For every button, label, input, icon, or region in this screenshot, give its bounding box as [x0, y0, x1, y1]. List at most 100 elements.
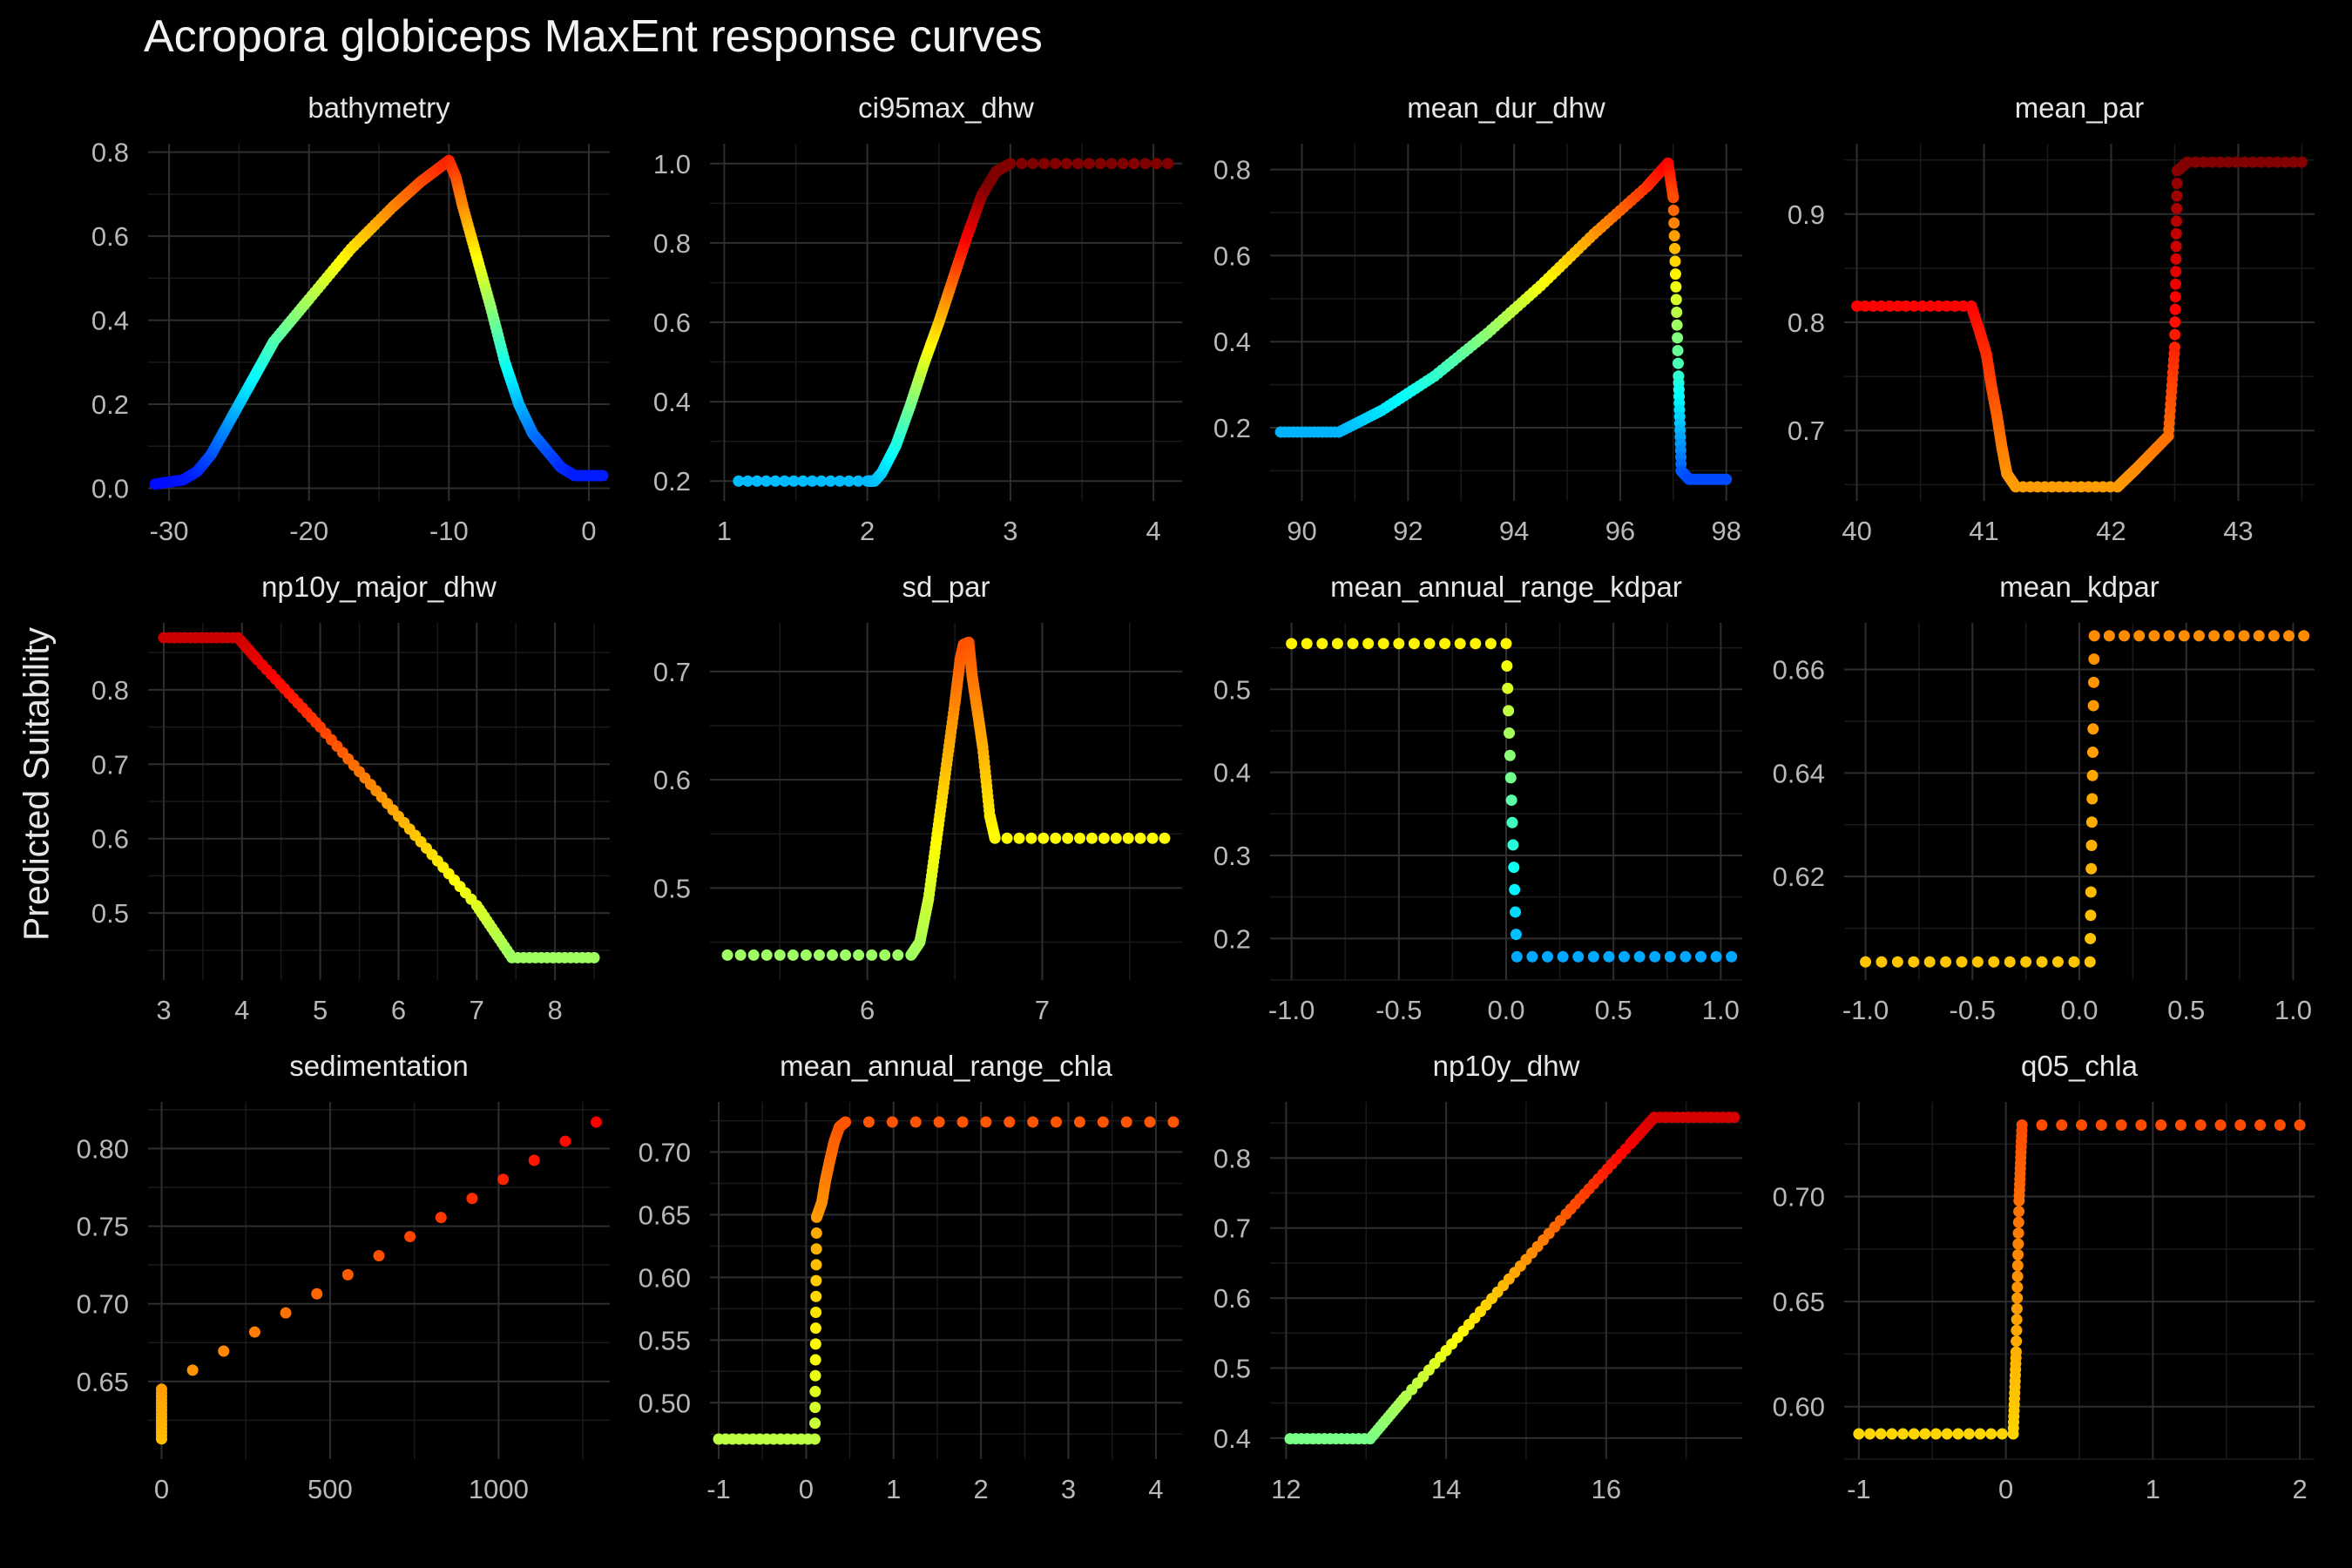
data-point — [1502, 682, 1514, 694]
x-tick-label: 0 — [581, 516, 596, 546]
data-point — [1508, 862, 1520, 874]
data-point — [1122, 832, 1134, 844]
data-point — [751, 475, 763, 487]
data-point — [2230, 156, 2242, 168]
data-point — [2263, 156, 2275, 168]
data-point — [843, 475, 855, 487]
data-point — [2178, 630, 2190, 642]
data-point — [2274, 1119, 2286, 1132]
data-point — [1924, 300, 1936, 312]
data-point — [1503, 705, 1515, 717]
data-point — [2133, 630, 2146, 642]
data-point — [797, 475, 809, 487]
data-point — [866, 949, 878, 961]
panel-title: ci95max_dhw — [858, 91, 1034, 124]
y-tick-label: 0.65 — [77, 1367, 129, 1397]
y-tick-label: 0.62 — [1773, 862, 1825, 892]
data-point — [1853, 1428, 1865, 1440]
y-tick-label: 0.7 — [1213, 1213, 1251, 1244]
x-tick-label: 1.0 — [2274, 995, 2312, 1025]
data-point — [1331, 638, 1343, 650]
data-point — [2036, 956, 2048, 968]
x-tick-label: -10 — [429, 516, 469, 546]
x-tick-label: -0.5 — [1375, 995, 1422, 1025]
data-point — [809, 1417, 821, 1429]
data-point — [2214, 1119, 2227, 1132]
x-tick-label: 94 — [1499, 516, 1529, 546]
data-point — [1919, 1428, 1931, 1440]
data-point — [989, 832, 1001, 844]
data-point — [1941, 300, 1953, 312]
data-point — [1940, 956, 1952, 968]
data-point — [815, 475, 828, 487]
data-point — [1037, 832, 1050, 844]
data-point — [779, 475, 791, 487]
data-point — [2011, 1292, 2024, 1304]
data-point — [1916, 300, 1929, 312]
data-point — [1162, 158, 1174, 170]
data-point — [2076, 1119, 2088, 1132]
y-tick-label: 0.5 — [1213, 674, 1251, 705]
y-tick-label: 0.6 — [1213, 1283, 1251, 1314]
y-tick-label: 0.8 — [1213, 1143, 1251, 1173]
x-tick-label: -1 — [1847, 1474, 1871, 1504]
data-point — [2155, 1119, 2167, 1132]
data-point — [404, 1231, 416, 1243]
panel-bathymetry: -30 -20 -10 0 0.0 0.2 0.4 0.6 0.8 bathymetry — [91, 91, 610, 546]
y-tick-label: 0.7 — [91, 749, 129, 780]
data-point — [2239, 156, 2251, 168]
data-point — [806, 475, 818, 487]
data-point — [186, 1364, 199, 1376]
data-point — [1105, 158, 1118, 170]
x-tick-label: -20 — [289, 516, 328, 546]
data-point — [1151, 158, 1163, 170]
data-point — [341, 1268, 354, 1281]
data-point — [497, 1173, 510, 1186]
data-point — [1505, 794, 1517, 807]
x-tick-label: -1.0 — [1842, 995, 1889, 1025]
data-point — [2085, 816, 2098, 828]
data-point — [741, 475, 754, 487]
data-point — [2238, 630, 2250, 642]
x-tick-label: 96 — [1605, 516, 1635, 546]
y-tick-label: 0.7 — [1788, 416, 1825, 446]
y-tick-label: 0.55 — [639, 1325, 691, 1355]
y-tick-label: 0.70 — [639, 1138, 691, 1168]
data-point — [810, 1274, 822, 1287]
x-tick-label: 1000 — [469, 1474, 529, 1504]
data-point — [1671, 307, 1683, 319]
data-point — [2011, 1260, 2024, 1272]
data-point — [1027, 158, 1039, 170]
data-point — [1377, 638, 1389, 650]
data-point — [591, 1116, 603, 1128]
data-point — [808, 1433, 821, 1445]
data-point — [2194, 1119, 2207, 1132]
data-point — [2206, 156, 2218, 168]
y-tick-label: 0.7 — [653, 657, 691, 687]
data-point — [2056, 1119, 2068, 1132]
data-point — [1923, 956, 1936, 968]
data-point — [1286, 638, 1298, 650]
data-point — [1886, 1428, 1898, 1440]
data-point — [1016, 158, 1028, 170]
x-tick-label: 41 — [1969, 516, 1998, 546]
data-point — [810, 1227, 822, 1240]
data-point — [824, 475, 836, 487]
data-point — [2135, 1119, 2147, 1132]
data-point — [1908, 1428, 1920, 1440]
data-point — [2012, 1248, 2024, 1260]
data-point — [1004, 158, 1017, 170]
data-point — [1875, 1428, 1887, 1440]
x-tick-label: 1 — [886, 1474, 901, 1504]
data-point — [1509, 883, 1521, 896]
panel-q05_chla: -1 0 1 2 0.60 0.65 0.70 q05_chla — [1773, 1050, 2315, 1504]
data-point — [2174, 1119, 2186, 1132]
y-tick-label: 0.80 — [77, 1133, 129, 1164]
data-point — [1074, 832, 1086, 844]
y-tick-label: 0.75 — [77, 1212, 129, 1242]
y-tick-label: 0.5 — [1213, 1353, 1251, 1383]
data-point — [1051, 1116, 1063, 1128]
data-point — [809, 1354, 821, 1366]
data-point — [1680, 950, 1692, 963]
